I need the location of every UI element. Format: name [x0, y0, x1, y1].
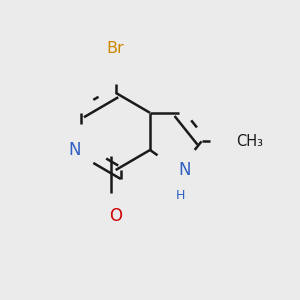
Text: N: N	[178, 161, 191, 179]
Text: N: N	[69, 141, 81, 159]
Text: H: H	[176, 189, 185, 202]
Text: CH₃: CH₃	[236, 134, 263, 149]
Text: O: O	[109, 207, 122, 225]
Text: Br: Br	[107, 40, 124, 56]
